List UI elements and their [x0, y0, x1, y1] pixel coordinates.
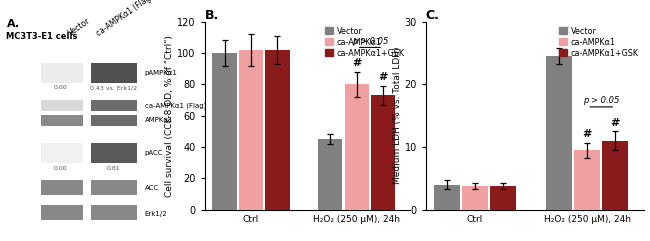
Bar: [434, 185, 460, 210]
Text: Vector: Vector: [67, 17, 92, 38]
Bar: [344, 84, 369, 210]
Text: p > 0.05: p > 0.05: [352, 36, 388, 46]
Text: pAMPKα1: pAMPKα1: [144, 70, 177, 76]
Bar: [91, 180, 137, 195]
Text: B.: B.: [205, 9, 219, 22]
Text: 0.81: 0.81: [107, 166, 121, 171]
Bar: [41, 115, 83, 126]
Bar: [91, 205, 137, 212]
Y-axis label: Medium LDH (% vs. Total LDH): Medium LDH (% vs. Total LDH): [393, 47, 402, 184]
Text: C.: C.: [426, 9, 439, 22]
Bar: [91, 143, 137, 163]
Text: 0.00: 0.00: [53, 166, 67, 171]
Text: #: #: [378, 72, 388, 82]
Text: ca-AMPKα1 (Flag): ca-AMPKα1 (Flag): [95, 0, 155, 38]
Bar: [462, 186, 488, 210]
Bar: [41, 143, 83, 163]
Bar: [265, 50, 289, 210]
Bar: [41, 63, 83, 82]
Bar: [546, 56, 572, 210]
Bar: [371, 95, 395, 210]
Text: Erk1/2: Erk1/2: [144, 211, 167, 217]
Text: ACC: ACC: [144, 185, 159, 191]
Bar: [575, 150, 600, 210]
Bar: [91, 63, 137, 82]
Text: 0.00: 0.00: [53, 86, 67, 90]
Text: pACC: pACC: [144, 150, 163, 156]
Text: ca-AMPKα1 (Flag): ca-AMPKα1 (Flag): [144, 102, 206, 108]
Text: AMPKα1: AMPKα1: [144, 118, 173, 123]
Text: #: #: [352, 58, 361, 68]
Bar: [41, 100, 83, 111]
Bar: [318, 139, 343, 210]
Bar: [603, 141, 629, 210]
Bar: [490, 186, 516, 210]
Text: MC3T3-E1 cells: MC3T3-E1 cells: [6, 32, 78, 40]
Legend: Vector, ca-AMPKα1, ca-AMPKα1+GSK: Vector, ca-AMPKα1, ca-AMPKα1+GSK: [324, 26, 406, 58]
Bar: [239, 50, 263, 210]
Bar: [41, 180, 83, 195]
Text: A.: A.: [6, 19, 20, 28]
Bar: [91, 115, 137, 126]
Text: 0.43 vs. Erk1/2: 0.43 vs. Erk1/2: [90, 86, 137, 90]
Bar: [91, 212, 137, 220]
Text: #: #: [582, 129, 592, 139]
Bar: [213, 53, 237, 210]
Bar: [41, 212, 83, 220]
Legend: Vector, ca-AMPKα1, ca-AMPKα1+GSK: Vector, ca-AMPKα1, ca-AMPKα1+GSK: [558, 26, 640, 58]
Bar: [41, 205, 83, 212]
Bar: [91, 100, 137, 111]
Y-axis label: Cell survival (CCK-8 OD, % of "Ctrl"): Cell survival (CCK-8 OD, % of "Ctrl"): [166, 35, 174, 197]
Text: p > 0.05: p > 0.05: [583, 96, 619, 105]
Text: #: #: [611, 118, 620, 127]
